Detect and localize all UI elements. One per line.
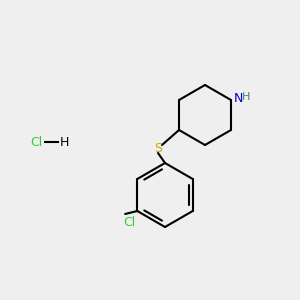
Text: H: H bbox=[242, 92, 250, 102]
Text: N: N bbox=[234, 92, 243, 106]
Text: S: S bbox=[154, 142, 162, 154]
Text: Cl: Cl bbox=[30, 136, 42, 148]
Text: H: H bbox=[60, 136, 69, 148]
Text: Cl: Cl bbox=[123, 216, 135, 229]
